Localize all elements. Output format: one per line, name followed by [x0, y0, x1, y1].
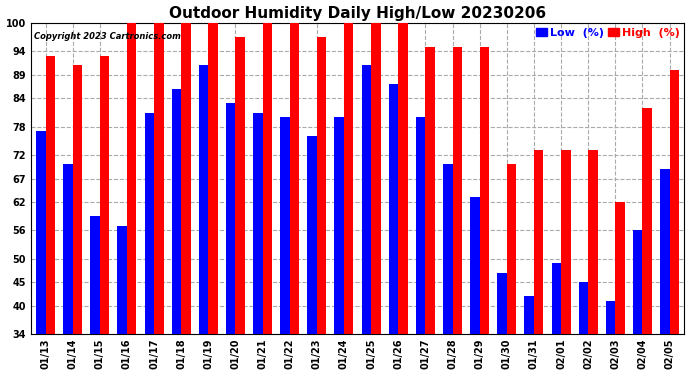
Bar	[642, 108, 652, 334]
Bar	[36, 131, 46, 334]
Bar	[416, 117, 425, 334]
Bar	[100, 56, 109, 334]
Bar	[606, 301, 615, 334]
Bar	[199, 66, 208, 334]
Bar	[63, 164, 72, 334]
Bar	[253, 112, 263, 334]
Bar	[506, 164, 516, 334]
Bar	[344, 23, 353, 334]
Bar	[633, 230, 642, 334]
Bar	[335, 117, 344, 334]
Bar	[398, 23, 408, 334]
Bar	[235, 37, 245, 334]
Bar	[145, 112, 154, 334]
Bar	[443, 164, 453, 334]
Bar	[480, 46, 489, 334]
Bar	[290, 23, 299, 334]
Bar	[127, 23, 137, 334]
Bar	[660, 169, 669, 334]
Bar	[362, 66, 371, 334]
Bar	[551, 263, 561, 334]
Bar	[453, 46, 462, 334]
Bar	[371, 23, 381, 334]
Bar	[615, 202, 624, 334]
Bar	[388, 84, 398, 334]
Bar	[579, 282, 588, 334]
Bar	[172, 89, 181, 334]
Bar	[425, 46, 435, 334]
Legend: Low  (%), High  (%): Low (%), High (%)	[533, 26, 682, 40]
Bar	[90, 216, 100, 334]
Bar	[470, 197, 480, 334]
Bar	[181, 23, 190, 334]
Bar	[208, 23, 218, 334]
Bar	[154, 23, 164, 334]
Bar	[497, 273, 506, 334]
Bar	[263, 23, 272, 334]
Bar	[307, 136, 317, 334]
Bar	[669, 70, 679, 334]
Bar	[46, 56, 55, 334]
Bar	[317, 37, 326, 334]
Bar	[524, 296, 534, 334]
Title: Outdoor Humidity Daily High/Low 20230206: Outdoor Humidity Daily High/Low 20230206	[169, 6, 546, 21]
Bar	[72, 66, 82, 334]
Bar	[226, 103, 235, 334]
Bar	[534, 150, 544, 334]
Text: Copyright 2023 Cartronics.com: Copyright 2023 Cartronics.com	[34, 32, 181, 41]
Bar	[561, 150, 571, 334]
Bar	[588, 150, 598, 334]
Bar	[117, 226, 127, 334]
Bar	[280, 117, 290, 334]
